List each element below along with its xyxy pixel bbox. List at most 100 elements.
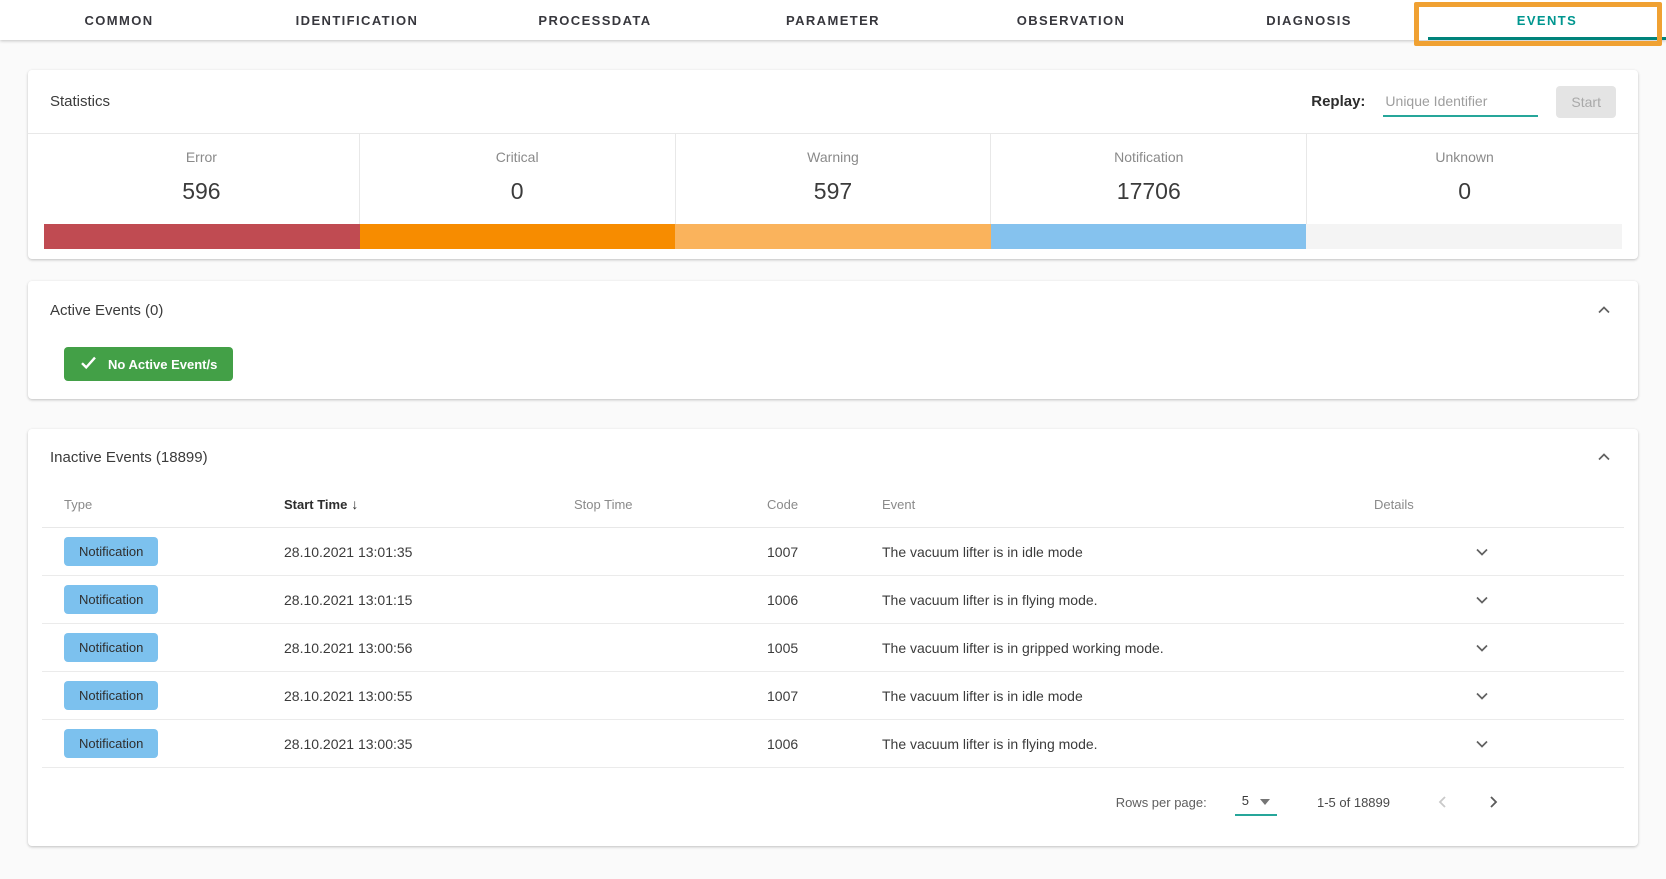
column-header-type[interactable]: Type [42,481,284,528]
tab-events[interactable]: EVENTS [1428,0,1666,40]
stat-unknown-label: Unknown [1435,149,1494,165]
active-tab-underline-indicator [1428,37,1666,40]
column-header-details: Details [1374,481,1624,528]
chevron-up-icon [1596,453,1612,468]
pagination-range-label: 1-5 of 18899 [1316,794,1390,810]
tab-common[interactable]: COMMON [84,12,154,28]
chevron-left-icon [1435,796,1451,813]
statistics-columns: Error 596 Critical 0 Warning 597 Notific… [44,134,1622,224]
expand-details-button[interactable] [1470,540,1494,564]
statistics-title: Statistics [50,93,111,110]
code-cell: 1007 [767,527,882,576]
next-page-button[interactable] [1480,789,1506,815]
expand-details-button[interactable] [1470,588,1494,612]
inactive-events-collapse-button[interactable] [1592,445,1616,469]
tab-identification[interactable]: IDENTIFICATION [295,12,419,28]
replay-identifier-input[interactable] [1383,86,1539,117]
event-type-badge: Notification [64,681,159,710]
stat-warning-label: Warning [807,149,859,165]
table-header-row: Type Start Time ↓ Stop Time Code Event De… [42,481,1624,528]
stat-unknown: Unknown 0 [1306,134,1622,224]
event-cell: The vacuum lifter is in flying mode. [882,719,1374,768]
table-row[interactable]: Notification 28.10.2021 13:01:15 1006 Th… [42,575,1624,624]
expand-details-button[interactable] [1470,636,1494,660]
no-active-events-label: No Active Event/s [108,356,218,372]
chevron-down-icon [1474,596,1490,611]
table-pagination: Rows per page: 5 1-5 of 18899 [28,768,1624,836]
event-cell: The vacuum lifter is in idle mode [882,671,1374,720]
chevron-down-icon [1474,644,1490,659]
bar-segment-notification [990,224,1307,249]
start-time-cell: 28.10.2021 13:00:35 [284,719,574,768]
table-row[interactable]: Notification 28.10.2021 13:00:35 1006 Th… [42,719,1624,768]
stat-critical-label: Critical [495,149,539,165]
stat-notification-value: 17706 [1116,178,1181,204]
chevron-down-icon [1474,740,1490,755]
inactive-events-title: Inactive Events (18899) [50,448,208,466]
event-type-badge: Notification [64,633,159,662]
tab-diagnosis[interactable]: DIAGNOSIS [1266,12,1352,28]
previous-page-button[interactable] [1430,789,1456,815]
start-time-cell: 28.10.2021 13:01:35 [284,527,574,576]
code-cell: 1005 [767,623,882,672]
statistics-card: Statistics Replay: Start Error 596 Criti… [28,70,1638,259]
rows-per-page-value: 5 [1241,793,1249,808]
bar-segment-error [44,224,360,249]
stat-error: Error 596 [44,134,359,224]
table-row[interactable]: Notification 28.10.2021 13:01:35 1007 Th… [42,527,1624,576]
tab-parameter[interactable]: PARAMETER [786,12,880,28]
replay-start-button[interactable]: Start [1556,85,1616,118]
tab-bar: COMMON IDENTIFICATION PROCESSDATA PARAME… [0,0,1666,46]
bar-segment-warning [675,224,991,249]
stat-error-label: Error [185,149,217,165]
stat-critical-value: 0 [510,178,524,204]
start-time-cell: 28.10.2021 13:01:15 [284,575,574,624]
column-header-start-time[interactable]: Start Time ↓ [284,481,574,528]
start-time-cell: 28.10.2021 13:00:55 [284,671,574,720]
code-cell: 1006 [767,575,882,624]
stat-notification-label: Notification [1114,149,1184,165]
start-time-header-label: Start Time [284,497,348,512]
event-cell: The vacuum lifter is in gripped working … [882,623,1374,672]
stat-notification: Notification 17706 [990,134,1306,224]
rows-per-page-select[interactable]: 5 [1234,788,1277,816]
rows-per-page-label: Rows per page: [1115,794,1207,810]
bar-segment-critical [359,224,676,249]
check-icon [80,355,97,373]
start-time-cell: 28.10.2021 13:00:56 [284,623,574,672]
replay-label: Replay: [1311,93,1366,110]
no-active-events-badge: No Active Event/s [64,347,234,381]
expand-details-button[interactable] [1470,684,1494,708]
stop-time-cell [574,671,767,720]
active-events-card: Active Events (0) No Active Event/s [28,281,1638,399]
event-type-badge: Notification [64,585,159,614]
expand-details-button[interactable] [1470,732,1494,756]
caret-down-icon [1259,793,1270,808]
stop-time-cell [574,623,767,672]
column-header-stop-time[interactable]: Stop Time [574,481,767,528]
event-type-badge: Notification [64,729,159,758]
code-cell: 1007 [767,671,882,720]
active-events-title: Active Events (0) [50,301,164,319]
event-cell: The vacuum lifter is in idle mode [882,527,1374,576]
stat-warning: Warning 597 [674,134,991,224]
stat-warning-value: 597 [813,178,853,204]
statistics-severity-bar [44,224,1622,249]
stat-error-value: 596 [182,178,221,204]
inactive-events-table: Type Start Time ↓ Stop Time Code Event De… [42,481,1624,768]
active-events-collapse-button[interactable] [1592,298,1616,322]
chevron-down-icon [1474,692,1490,707]
tab-events-label: EVENTS [1516,12,1578,28]
column-header-event[interactable]: Event [882,481,1374,528]
chevron-right-icon [1485,796,1501,813]
table-row[interactable]: Notification 28.10.2021 13:00:55 1007 Th… [42,671,1624,720]
inactive-events-card: Inactive Events (18899) Type Start Time ↓… [28,429,1638,846]
replay-controls: Replay: Start [1311,85,1616,118]
sort-descending-icon: ↓ [351,496,359,512]
tab-observation[interactable]: OBSERVATION [1016,12,1126,28]
stop-time-cell [574,527,767,576]
table-row[interactable]: Notification 28.10.2021 13:00:56 1005 Th… [42,623,1624,672]
tab-processdata[interactable]: PROCESSDATA [538,12,652,28]
column-header-code[interactable]: Code [767,481,882,528]
